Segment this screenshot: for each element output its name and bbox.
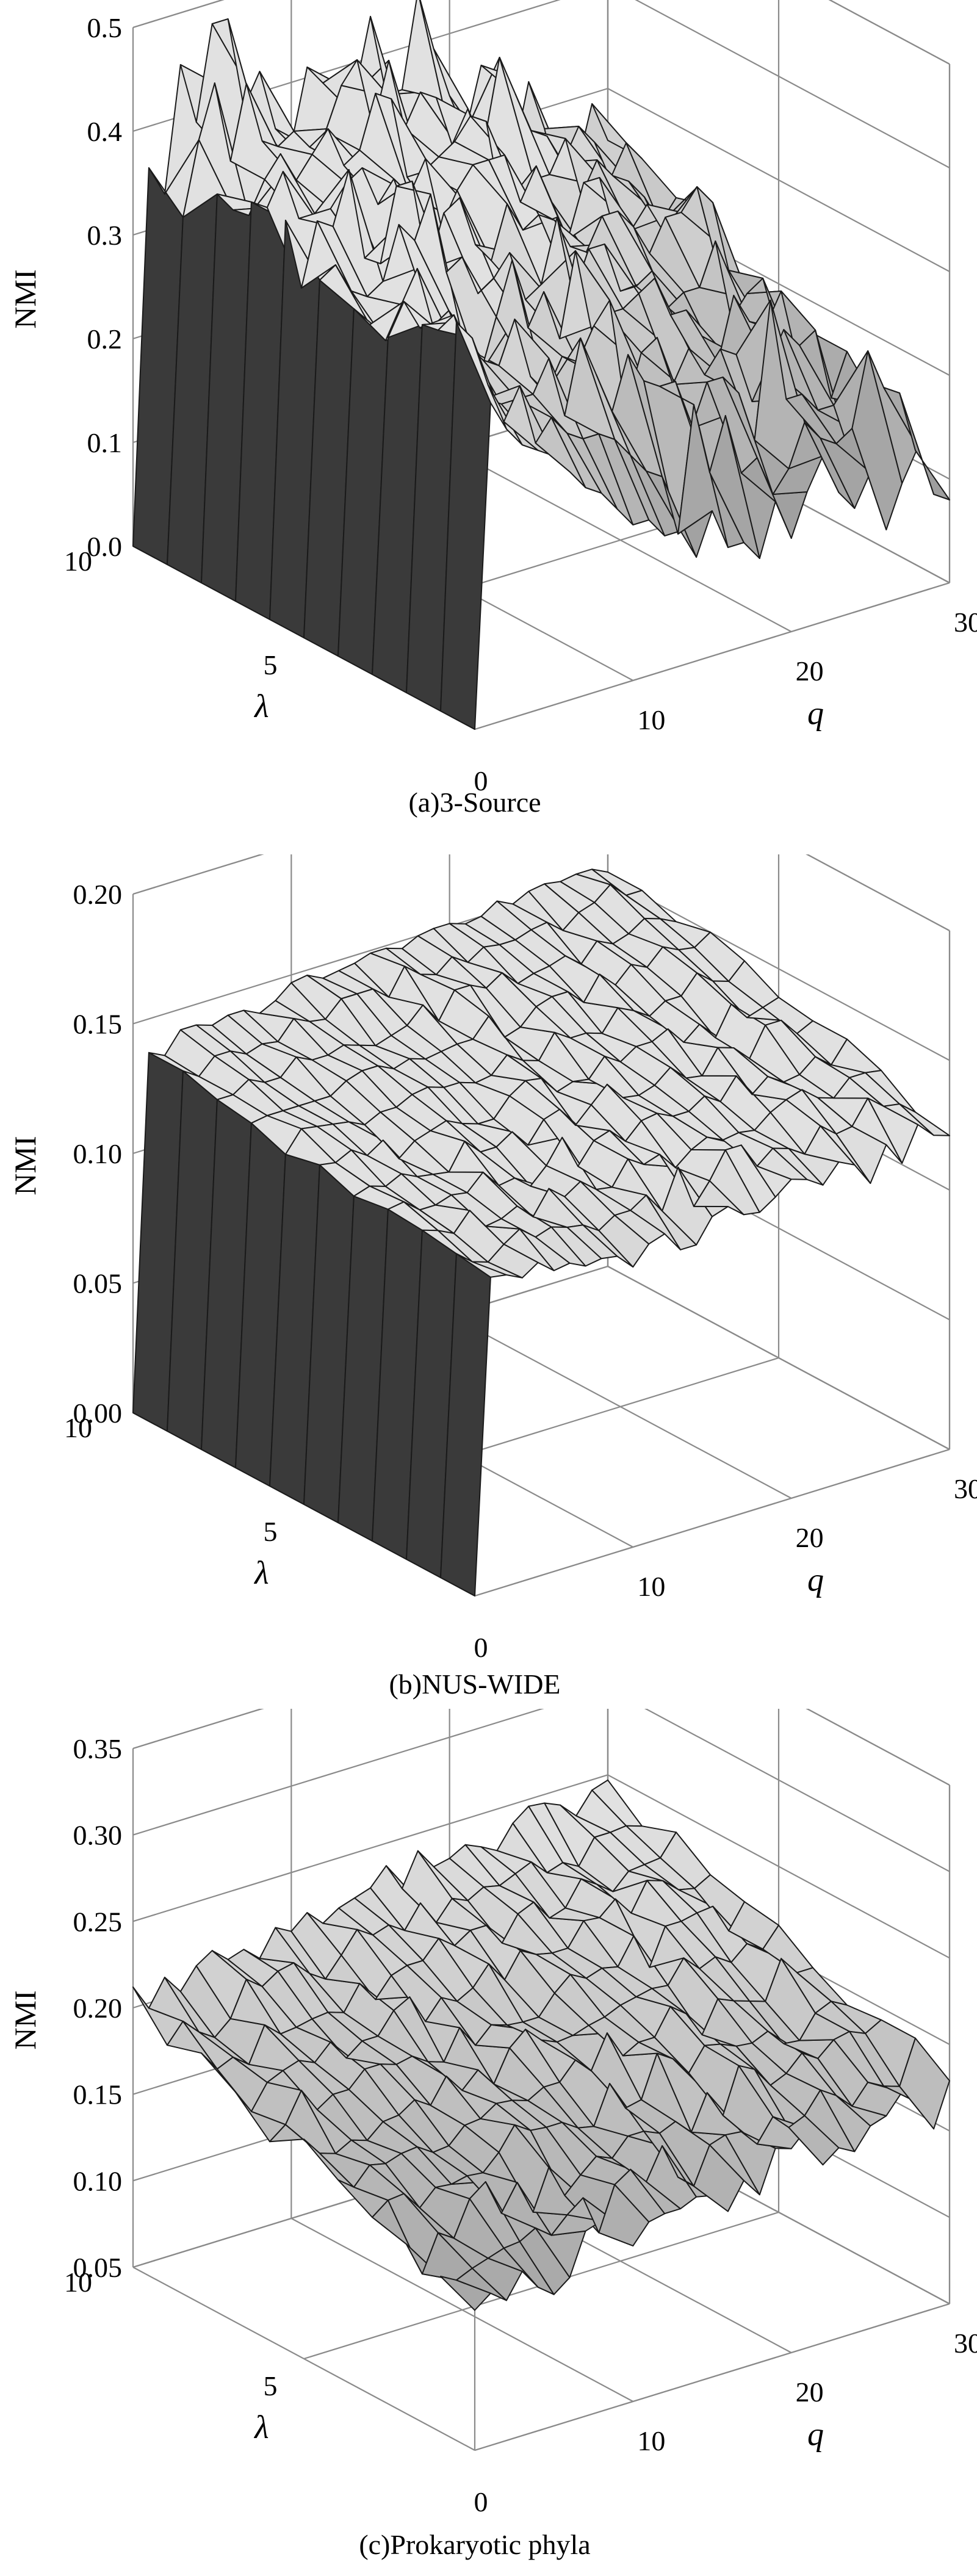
grid-line [132,1774,608,1922]
y-tick-label: 10 [64,2267,92,2298]
z-tick-label: 0.15 [73,2079,123,2110]
x-tick-label: 30 [954,2328,977,2359]
x-tick-label: 20 [796,2376,824,2408]
tick-labels: 0.00 0.05 0.10 0.15 0.20 10 20 30 0 5 10 [64,879,977,1663]
z-tick-label: 0.0 [87,531,123,562]
grid-line [474,2303,950,2452]
surface-patch [899,2037,950,2130]
z-tick-label: 0.15 [73,1009,123,1040]
z-tick-label: 0.00 [73,1398,123,1429]
grid-line [132,1709,544,1836]
chart-panel-a: 0.0 0.1 0.2 0.3 0.4 0.5 10 20 30 0 5 10 NMI q λ (a)3-So… [0,0,977,854]
x-tick-label: 20 [796,655,824,687]
x-axis-label: q [807,695,824,732]
tick-labels: 0.05 0.10 0.15 0.20 0.25 0.30 0.35 10 20 30 0 5 10 [64,1733,977,2517]
surface-chart-prokaryotic: 0.05 0.10 0.15 0.20 0.25 0.30 0.35 10 20 30 0 5 10 NM… [8,1709,977,2560]
chart-caption: (c)Prokaryotic phyla [359,2529,590,2560]
z-tick-label: 0.25 [73,1906,123,1937]
z-axis-label: NMI [8,1990,42,2049]
z-tick-label: 0.1 [87,427,123,458]
x-axis-label: q [807,2416,824,2453]
surface-chart-nuswide: 0.00 0.05 0.10 0.15 0.20 10 20 30 0 5 10 NMI q λ (b)NU… [8,854,977,1700]
y-tick-label: 0 [474,1632,488,1663]
x-axis-label: q [807,1562,824,1598]
x-tick-label: 10 [637,2425,665,2456]
x-tick-label: 30 [954,1473,977,1504]
grid-line [474,582,950,731]
y-tick-label: 0 [474,765,488,796]
z-axis-label: NMI [8,1136,42,1195]
z-tick-label: 0.20 [73,879,123,910]
y-axis-label: λ [253,1554,269,1591]
y-axis-label: λ [253,2409,269,2445]
box-edge [132,1709,264,1750]
x-tick-label: 10 [637,704,665,735]
grid-line [828,0,950,65]
z-tick-label: 0.35 [73,1733,123,1764]
y-tick-label: 0 [474,2486,488,2517]
grid-line [132,0,225,29]
grid-line [806,854,950,931]
z-tick-label: 0.4 [87,116,123,147]
grid-line [132,854,264,895]
chart-caption: (b)NUS-WIDE [389,1669,560,1700]
x-tick-label: 30 [954,607,977,638]
y-tick-label: 10 [64,546,92,577]
z-tick-label: 0.10 [73,1138,123,1169]
x-tick-label: 10 [637,1571,665,1602]
chart-caption: (a)3-Source [408,787,541,818]
surface [132,0,950,730]
z-tick-label: 0.05 [73,2252,123,2283]
z-tick-label: 0.30 [73,1820,123,1851]
grid-line [806,1709,950,1786]
surface-patch [899,1103,950,1136]
z-tick-label: 0.05 [73,1268,123,1299]
surface [132,1779,950,2311]
z-axis-label: NMI [8,269,42,328]
z-tick-label: 0.20 [73,1993,123,2024]
z-tick-label: 0.10 [73,2165,123,2196]
y-tick-label: 5 [264,649,278,680]
chart-panel-c: 0.05 0.10 0.15 0.20 0.25 0.30 0.35 10 20 30 0 5 10 NM… [0,1709,977,2576]
y-tick-label: 5 [264,1516,278,1547]
surface [132,868,950,1596]
y-axis-label: λ [253,688,269,724]
grid-line [474,1448,950,1597]
grid-line [132,1709,264,1750]
y-tick-label: 5 [264,2370,278,2401]
z-tick-label: 0.2 [87,323,123,355]
chart-panel-b: 0.00 0.05 0.10 0.15 0.20 10 20 30 0 5 10 NMI q λ (b)NU… [0,854,977,1709]
surface-patch [899,392,950,500]
y-tick-label: 10 [64,1412,92,1443]
z-tick-label: 0.5 [87,12,123,43]
surface-chart-3source: 0.0 0.1 0.2 0.3 0.4 0.5 10 20 30 0 5 10 NMI q λ (a)3-So… [8,0,977,818]
x-tick-label: 20 [796,1522,824,1553]
z-tick-label: 0.3 [87,220,123,251]
tick-labels: 0.0 0.1 0.2 0.3 0.4 0.5 10 20 30 0 5 10 [64,12,977,796]
